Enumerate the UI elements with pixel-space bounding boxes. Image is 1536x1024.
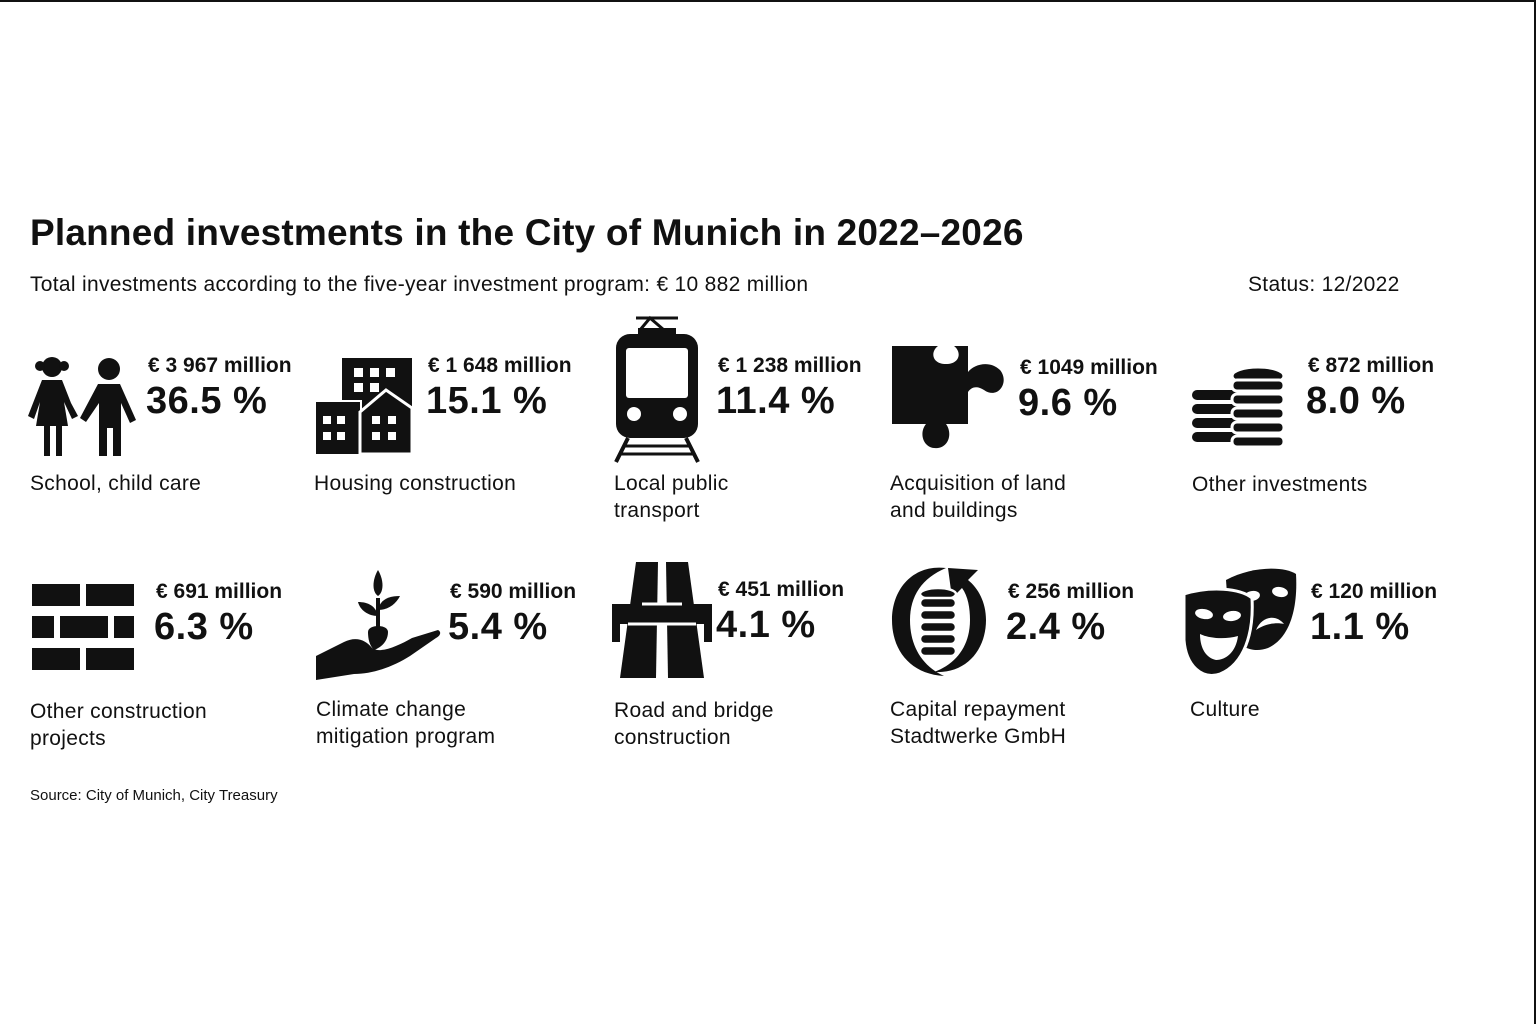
- item-amount: € 3 967 million: [148, 354, 292, 377]
- item-percent: 6.3 %: [154, 606, 254, 648]
- status-label: Status: 12/2022: [1248, 273, 1400, 296]
- seedling-hand-icon: [314, 570, 444, 682]
- item-percent: 5.4 %: [448, 606, 548, 648]
- theater-masks-icon: [1182, 568, 1300, 678]
- item-percent: 1.1 %: [1310, 606, 1410, 648]
- item-label: Other investments: [1192, 473, 1368, 496]
- item-amount: € 451 million: [718, 578, 845, 601]
- item-amount: € 872 million: [1308, 354, 1435, 377]
- item-label: School, child care: [30, 472, 202, 495]
- investment-item-culture: € 120 million 1.1 % Culture: [1182, 548, 1462, 748]
- chart-subtitle: Total investments according to the five-…: [30, 273, 809, 296]
- item-amount: € 1 648 million: [428, 354, 572, 377]
- top-border: [0, 0, 1536, 2]
- investment-item-land: € 1049 million 9.6 % Acquisition of land…: [890, 320, 1170, 522]
- source-note: Source: City of Munich, City Treasury: [30, 787, 278, 804]
- item-label: Acquisition of land and buildings: [890, 472, 1067, 522]
- puzzle-piece-icon: [890, 346, 1010, 462]
- item-label: Road and bridge construction: [614, 699, 774, 749]
- item-percent: 11.4 %: [716, 380, 836, 422]
- item-percent: 2.4 %: [1006, 606, 1106, 648]
- investment-item-other-investments: € 872 million 8.0 % Other investments: [1190, 320, 1470, 520]
- item-percent: 8.0 %: [1306, 380, 1406, 422]
- coin-cycle-icon: [890, 562, 990, 678]
- item-amount: € 120 million: [1311, 580, 1438, 603]
- coins-icon: [1190, 366, 1286, 452]
- item-percent: 4.1 %: [716, 604, 816, 646]
- investment-item-roads: € 451 million 4.1 % Road and bridge cons…: [612, 548, 892, 749]
- item-percent: 15.1 %: [426, 380, 548, 422]
- children-icon: [28, 356, 140, 460]
- item-label: Climate change mitigation program: [316, 698, 496, 748]
- item-percent: 36.5 %: [146, 380, 268, 422]
- investment-item-construction: € 691 million 6.3 % Other construction p…: [28, 548, 308, 750]
- bricks-icon: [28, 582, 138, 674]
- item-amount: € 691 million: [156, 580, 283, 603]
- tram-icon: [612, 314, 702, 464]
- item-amount: € 256 million: [1008, 580, 1135, 603]
- chart-title: Planned investments in the City of Munic…: [30, 212, 1024, 253]
- item-amount: € 1049 million: [1020, 356, 1158, 379]
- item-label: Culture: [1190, 698, 1260, 721]
- buildings-icon: [314, 356, 414, 456]
- item-label: Local public transport: [614, 472, 729, 522]
- item-label: Other construction projects: [30, 700, 207, 750]
- investment-item-capital-repayment: € 256 million 2.4 % Capital repayment St…: [890, 548, 1170, 748]
- right-border: [1534, 0, 1536, 1024]
- item-amount: € 1 238 million: [718, 354, 862, 377]
- highway-icon: [612, 562, 712, 680]
- investment-item-climate: € 590 million 5.4 % Climate change mitig…: [314, 548, 594, 748]
- investment-item-housing: € 1 648 million 15.1 % Housing construct…: [314, 320, 594, 520]
- item-percent: 9.6 %: [1018, 382, 1118, 424]
- item-label: Capital repayment Stadtwerke GmbH: [890, 698, 1067, 748]
- item-amount: € 590 million: [450, 580, 577, 603]
- investment-item-school: € 3 967 million 36.5 % School, child car…: [28, 320, 308, 520]
- item-label: Housing construction: [314, 472, 517, 495]
- investment-item-transport: € 1 238 million 11.4 % Local public tran…: [612, 314, 892, 522]
